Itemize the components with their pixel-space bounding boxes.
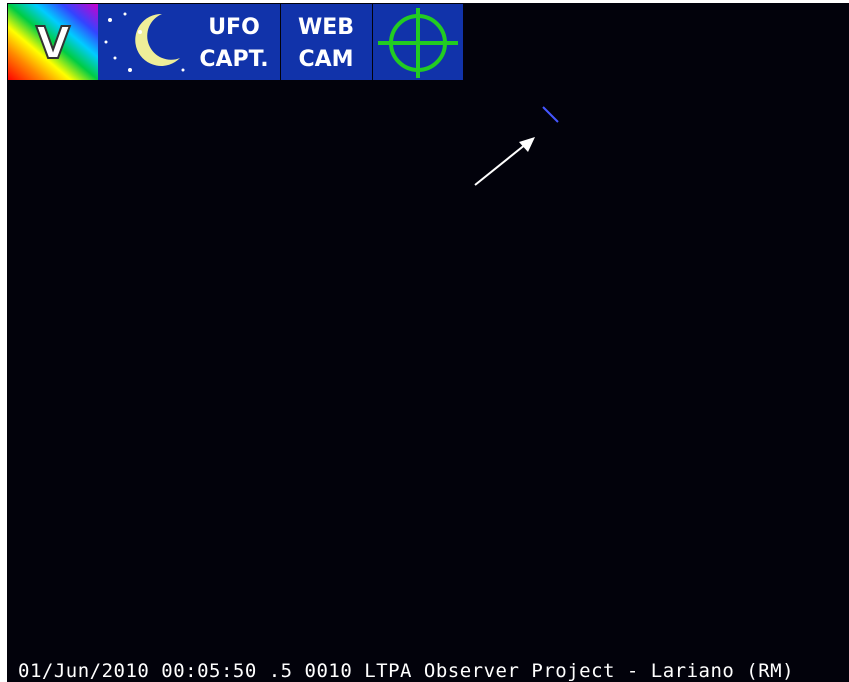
overlay: V UFO CAPT. WEB CAM 01/Jun/2010 00:05:50… bbox=[0, 0, 849, 682]
ufo-capture-line1: UFO bbox=[208, 15, 260, 40]
arrow-head bbox=[519, 137, 535, 152]
page: V UFO CAPT. WEB CAM 01/Jun/2010 00:05:50… bbox=[0, 0, 849, 682]
arrow-shaft bbox=[475, 144, 526, 185]
logo-letter: V bbox=[36, 18, 70, 69]
webcam-line1: WEB bbox=[298, 15, 354, 40]
meteor-streak bbox=[543, 107, 558, 122]
timestamp-caption: 01/Jun/2010 00:05:50 .5 0010 LTPA Observ… bbox=[18, 660, 794, 682]
webcam-line2: CAM bbox=[298, 47, 353, 72]
ufo-capture-line2: CAPT. bbox=[199, 47, 268, 72]
